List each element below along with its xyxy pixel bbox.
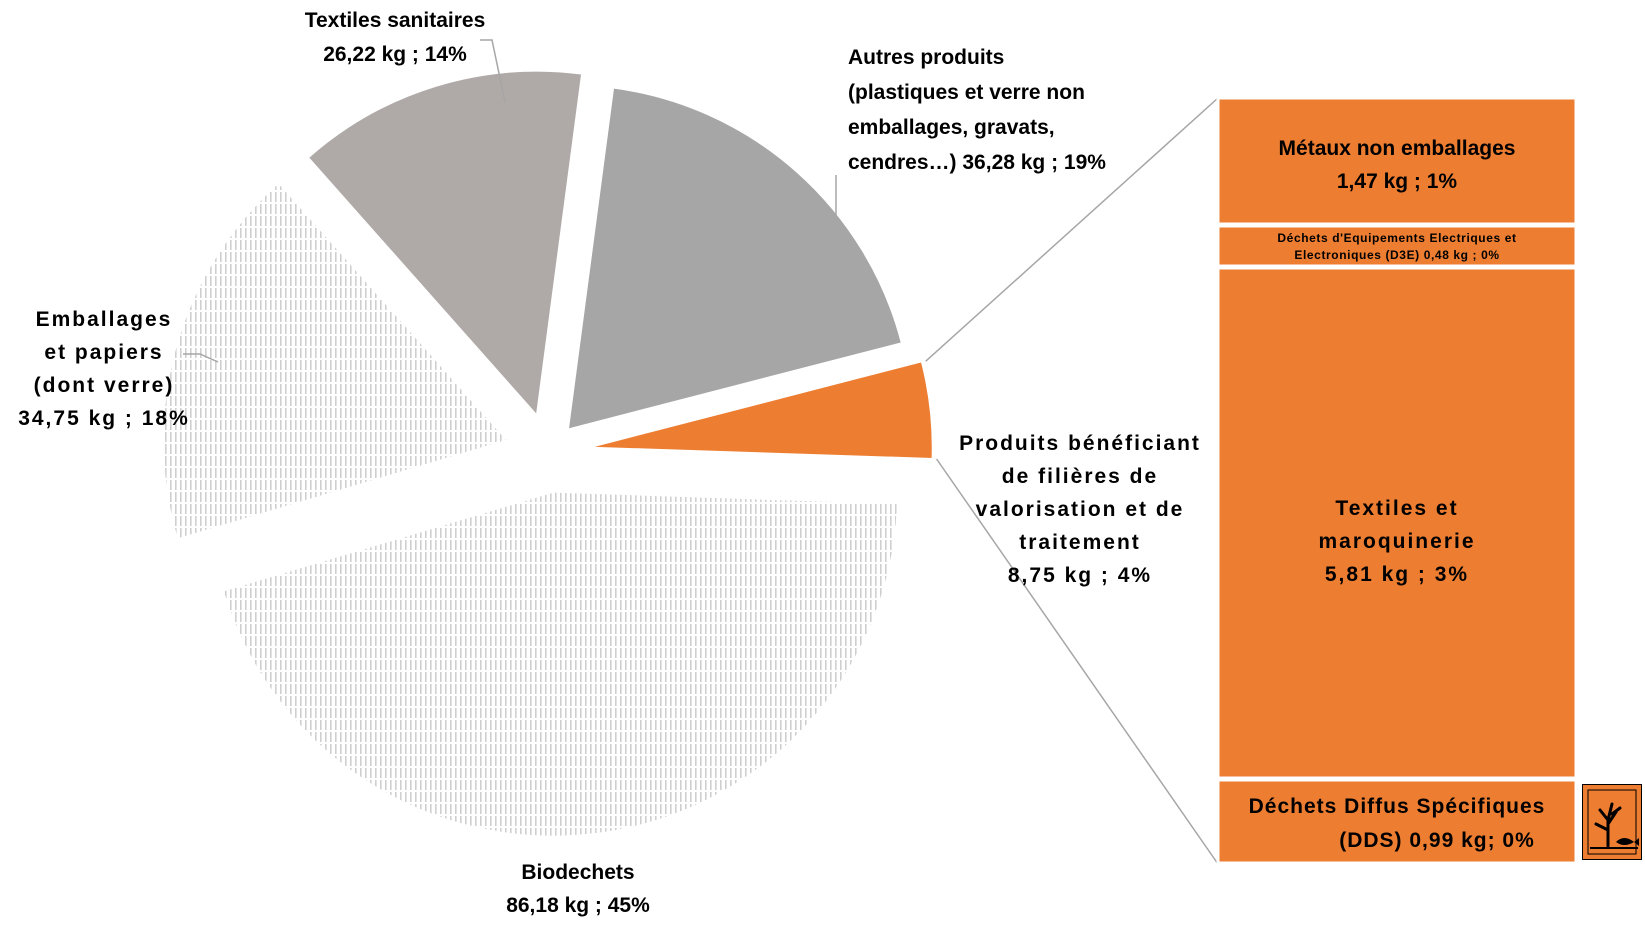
leader-textiles-sanitaires <box>480 39 506 103</box>
breakdown-bar <box>1216 96 1578 865</box>
leader-emballages <box>183 353 219 363</box>
label-produits-filieres-line: de filières de <box>1002 465 1158 488</box>
bar-label-textiles-maroquinerie-line: maroquinerie <box>1318 530 1475 553</box>
bar-label-metaux-line: 1,47 kg ; 1% <box>1337 170 1458 193</box>
bar-label-d3e-line: Electroniques (D3E) 0,48 kg ; 0% <box>1294 248 1499 262</box>
bar-label-metaux-line: Métaux non emballages <box>1279 137 1516 160</box>
label-produits-filieres: Produits bénéficiant de filières de valori… <box>959 432 1201 587</box>
breakdown-segment-dds <box>1216 778 1578 865</box>
pie-slice-emballages <box>161 181 510 541</box>
label-produits-filieres-line: valorisation et de <box>976 498 1185 521</box>
label-biodechets-line: 86,18 kg ; 45% <box>506 894 650 917</box>
label-emballages-line: 34,75 kg ; 18% <box>18 407 190 430</box>
label-emballages-line: et papiers <box>44 341 163 364</box>
label-autres-produits-line: cendres…) 36,28 kg ; 19% <box>848 151 1106 174</box>
connector-top <box>925 97 1219 362</box>
environment-hazard-icon <box>1581 783 1643 861</box>
label-autres-produits: Autres produits (plastiques et verre non e… <box>848 46 1106 174</box>
bar-label-dds: Déchets Diffus Spécifiques (DDS) 0,99 kg;… <box>1249 795 1546 852</box>
pie-slice-produits-filieres <box>587 360 934 461</box>
label-textiles-sanitaires-line: Textiles sanitaires <box>305 9 486 32</box>
label-biodechets: Biodechets 86,18 kg ; 45% <box>506 861 650 917</box>
bar-label-dds-line: (DDS) 0,99 kg; 0% <box>1339 829 1535 852</box>
breakdown-segment-textiles-maroquinerie <box>1216 266 1578 780</box>
bar-label-textiles-maroquinerie-line: 5,81 kg ; 3% <box>1325 563 1469 586</box>
label-produits-filieres-line: Produits bénéficiant <box>959 432 1201 455</box>
label-emballages-line: (dont verre) <box>34 374 175 397</box>
bar-label-textiles-maroquinerie-line: Textiles et <box>1335 497 1458 520</box>
bar-label-textiles-maroquinerie: Textiles et maroquinerie 5,81 kg ; 3% <box>1318 497 1475 586</box>
pie-chart <box>161 69 934 838</box>
connector-bottom <box>935 458 1219 865</box>
bar-label-dds-line: Déchets Diffus Spécifiques <box>1249 795 1546 818</box>
label-textiles-sanitaires: Textiles sanitaires 26,22 kg ; 14% <box>305 9 486 66</box>
pie-slice-biodechets <box>221 490 899 838</box>
breakdown-segment-metaux <box>1216 96 1578 226</box>
label-produits-filieres-line: 8,75 kg ; 4% <box>1008 564 1152 587</box>
label-autres-produits-line: emballages, gravats, <box>848 116 1055 139</box>
label-textiles-sanitaires-line: 26,22 kg ; 14% <box>323 43 467 66</box>
bar-label-metaux: Métaux non emballages 1,47 kg ; 1% <box>1279 137 1516 193</box>
bar-label-d3e-line: Déchets d'Equipements Electriques et <box>1277 231 1516 245</box>
bar-label-d3e: Déchets d'Equipements Electriques et Elec… <box>1277 231 1516 262</box>
label-autres-produits-line: (plastiques et verre non <box>848 81 1085 104</box>
label-biodechets-line: Biodechets <box>521 861 634 884</box>
breakdown-connectors <box>183 39 1219 865</box>
label-autres-produits-line: Autres produits <box>848 46 1004 69</box>
label-emballages: Emballages et papiers (dont verre) 34,75 kg… <box>18 308 190 430</box>
pie-slice-textiles-sanitaires <box>306 69 584 418</box>
label-emballages-line: Emballages <box>36 308 173 331</box>
breakdown-segment-d3e <box>1216 224 1578 268</box>
label-produits-filieres-line: traitement <box>1019 531 1141 554</box>
pie-slice-autres-produits <box>566 86 904 431</box>
chart-labels: Textiles sanitaires 26,22 kg ; 14% Autres … <box>18 9 1546 917</box>
